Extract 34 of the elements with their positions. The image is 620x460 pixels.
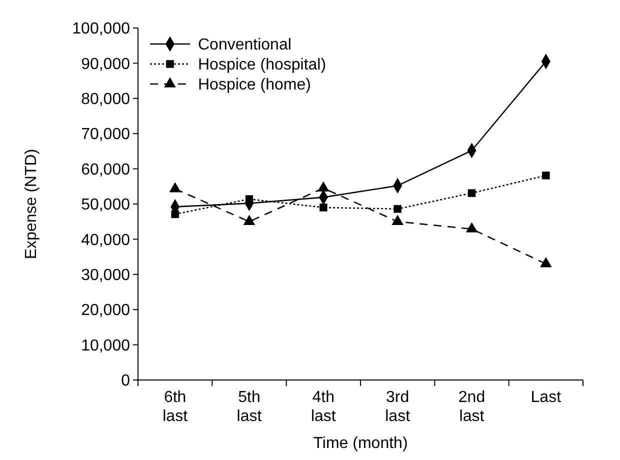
point <box>169 182 181 192</box>
legend-label: Hospice (home) <box>198 76 311 94</box>
point <box>392 214 404 225</box>
y-tick-label: 100,000 <box>72 20 130 38</box>
point <box>542 172 550 180</box>
legend-label: Hospice (hospital) <box>198 56 326 74</box>
y-tick-label: 40,000 <box>81 232 130 249</box>
x-tick-label: 3rd last <box>385 389 411 425</box>
y-tick-label: 60,000 <box>81 161 130 178</box>
legend-label: Conventional <box>198 36 292 54</box>
y-tick-label: 50,000 <box>81 196 130 214</box>
x-tick-label: 2nd last <box>458 389 486 425</box>
y-tick-label: 20,000 <box>81 302 130 320</box>
y-tick-label: 90,000 <box>81 56 130 73</box>
x-tick-label: 6th last <box>162 389 188 425</box>
y-tick-label: 80,000 <box>81 91 130 108</box>
point <box>540 257 552 268</box>
point <box>243 214 256 225</box>
point <box>171 210 179 218</box>
y-tick-label: 30,000 <box>81 267 130 284</box>
x-tick-label: 5th last <box>236 389 262 425</box>
y-tick-label: 0 <box>121 372 130 390</box>
x-tick-label: 4th last <box>310 389 336 425</box>
point <box>320 204 328 212</box>
point <box>394 205 402 213</box>
point <box>468 189 476 197</box>
point <box>245 195 254 203</box>
point <box>318 181 330 192</box>
y-tick-label: 70,000 <box>81 126 130 144</box>
x-axis-title: Time (month) <box>313 435 408 452</box>
y-tick-label: 10,000 <box>81 337 130 354</box>
x-tick-label: Last <box>530 389 562 406</box>
y-axis-title: Expense (NTD) <box>23 148 40 260</box>
point <box>466 222 478 232</box>
